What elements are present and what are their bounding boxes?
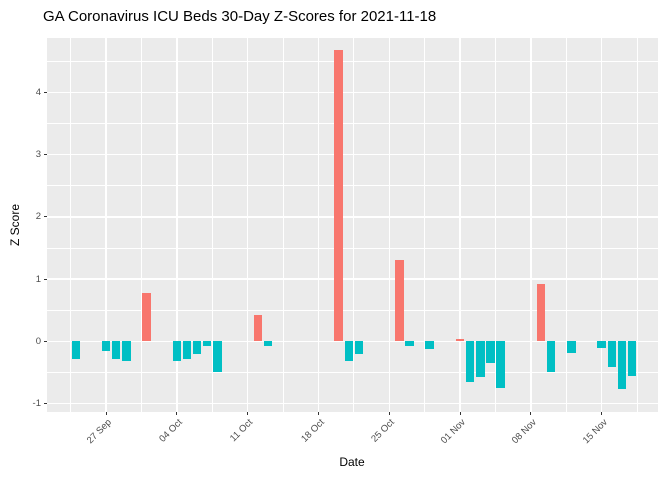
gridline-y-minor (47, 185, 658, 187)
bar (213, 341, 222, 373)
gridline-x-major (459, 38, 461, 412)
y-tick-mark (44, 340, 47, 342)
gridline-x-minor (565, 38, 567, 412)
bar (546, 341, 556, 373)
y-tick-mark (44, 154, 47, 156)
bar (71, 341, 80, 359)
gridline-x-minor (495, 38, 496, 412)
gridline-x-major (600, 38, 603, 412)
gridline-y-minor (47, 309, 658, 311)
y-tick-mark (44, 91, 47, 93)
bar (617, 341, 627, 390)
gridline-y-major (47, 91, 658, 94)
y-tick-label: 0 (35, 335, 41, 347)
x-tick-mark (105, 412, 107, 415)
bar (111, 341, 121, 359)
x-tick-label: 04 Oct (157, 417, 185, 445)
bar (536, 284, 546, 342)
gridline-y-minor (47, 123, 658, 124)
gridline-x-minor (141, 38, 142, 412)
bar (101, 341, 111, 352)
bar (192, 341, 202, 354)
bar (567, 341, 576, 353)
gridline-x-minor (70, 38, 72, 412)
x-tick-label: 27 Sep (84, 417, 114, 447)
gridline-x-minor (353, 38, 355, 412)
bar (172, 341, 182, 362)
x-tick-mark (317, 412, 319, 415)
y-tick-mark (44, 278, 47, 280)
gridline-x-major (105, 38, 107, 412)
bar (405, 341, 414, 347)
x-tick-mark (176, 412, 178, 415)
bar (202, 341, 212, 347)
bar (263, 341, 273, 347)
x-tick-label: 15 Nov (580, 417, 610, 447)
gridline-x-major (246, 38, 249, 412)
y-tick-mark (44, 216, 47, 218)
bar (476, 341, 485, 377)
x-tick-mark (530, 412, 532, 415)
plot-panel (47, 38, 658, 412)
bar (607, 341, 617, 367)
gridline-x-major (530, 38, 532, 412)
bar (465, 341, 475, 383)
x-tick-mark (601, 412, 603, 415)
gridline-y-minor (47, 247, 658, 249)
y-tick-label: 2 (35, 211, 41, 223)
gridline-y-major (47, 340, 658, 343)
bar (395, 260, 404, 342)
bar (122, 341, 131, 361)
x-tick-mark (388, 412, 390, 415)
x-tick-mark (247, 412, 249, 415)
bar (334, 49, 343, 342)
x-tick-label: 11 Oct (228, 417, 256, 445)
gridline-x-major (388, 38, 390, 412)
bar (142, 292, 151, 342)
bar (425, 341, 434, 349)
bar (455, 338, 465, 342)
bar (354, 341, 364, 355)
gridline-y-minor (47, 60, 658, 62)
gridline-y-major (47, 216, 658, 218)
gridline-y-major (47, 153, 658, 156)
gridline-x-minor (211, 38, 213, 412)
y-tick-mark (44, 403, 47, 405)
chart-title: GA Coronavirus ICU Beds 30-Day Z-Scores … (43, 8, 437, 25)
gridline-y-minor (47, 372, 658, 373)
gridline-x-major (176, 38, 178, 412)
x-tick-label: 01 Nov (438, 417, 468, 447)
x-tick-label: 25 Oct (369, 417, 398, 445)
y-axis-title: Z Score (8, 204, 22, 247)
bar (344, 341, 354, 361)
y-tick-label: -1 (32, 398, 41, 410)
x-axis-title: Date (339, 455, 365, 469)
y-tick-label: 1 (35, 273, 41, 285)
gridline-x-major (317, 38, 320, 412)
gridline-x-minor (424, 38, 426, 412)
gridline-y-major (47, 402, 658, 405)
y-tick-label: 4 (35, 86, 41, 98)
gridline-x-minor (636, 38, 638, 412)
bar (253, 315, 263, 342)
gridline-y-major (47, 278, 658, 280)
bar (597, 341, 606, 348)
bar (182, 341, 192, 359)
bar (486, 341, 495, 364)
x-tick-mark (459, 412, 461, 415)
x-tick-label: 18 Oct (298, 417, 327, 445)
bar (627, 341, 637, 376)
y-tick-label: 3 (35, 149, 41, 161)
x-tick-label: 08 Nov (509, 417, 539, 447)
gridline-x-minor (282, 38, 284, 412)
bar (496, 341, 505, 389)
